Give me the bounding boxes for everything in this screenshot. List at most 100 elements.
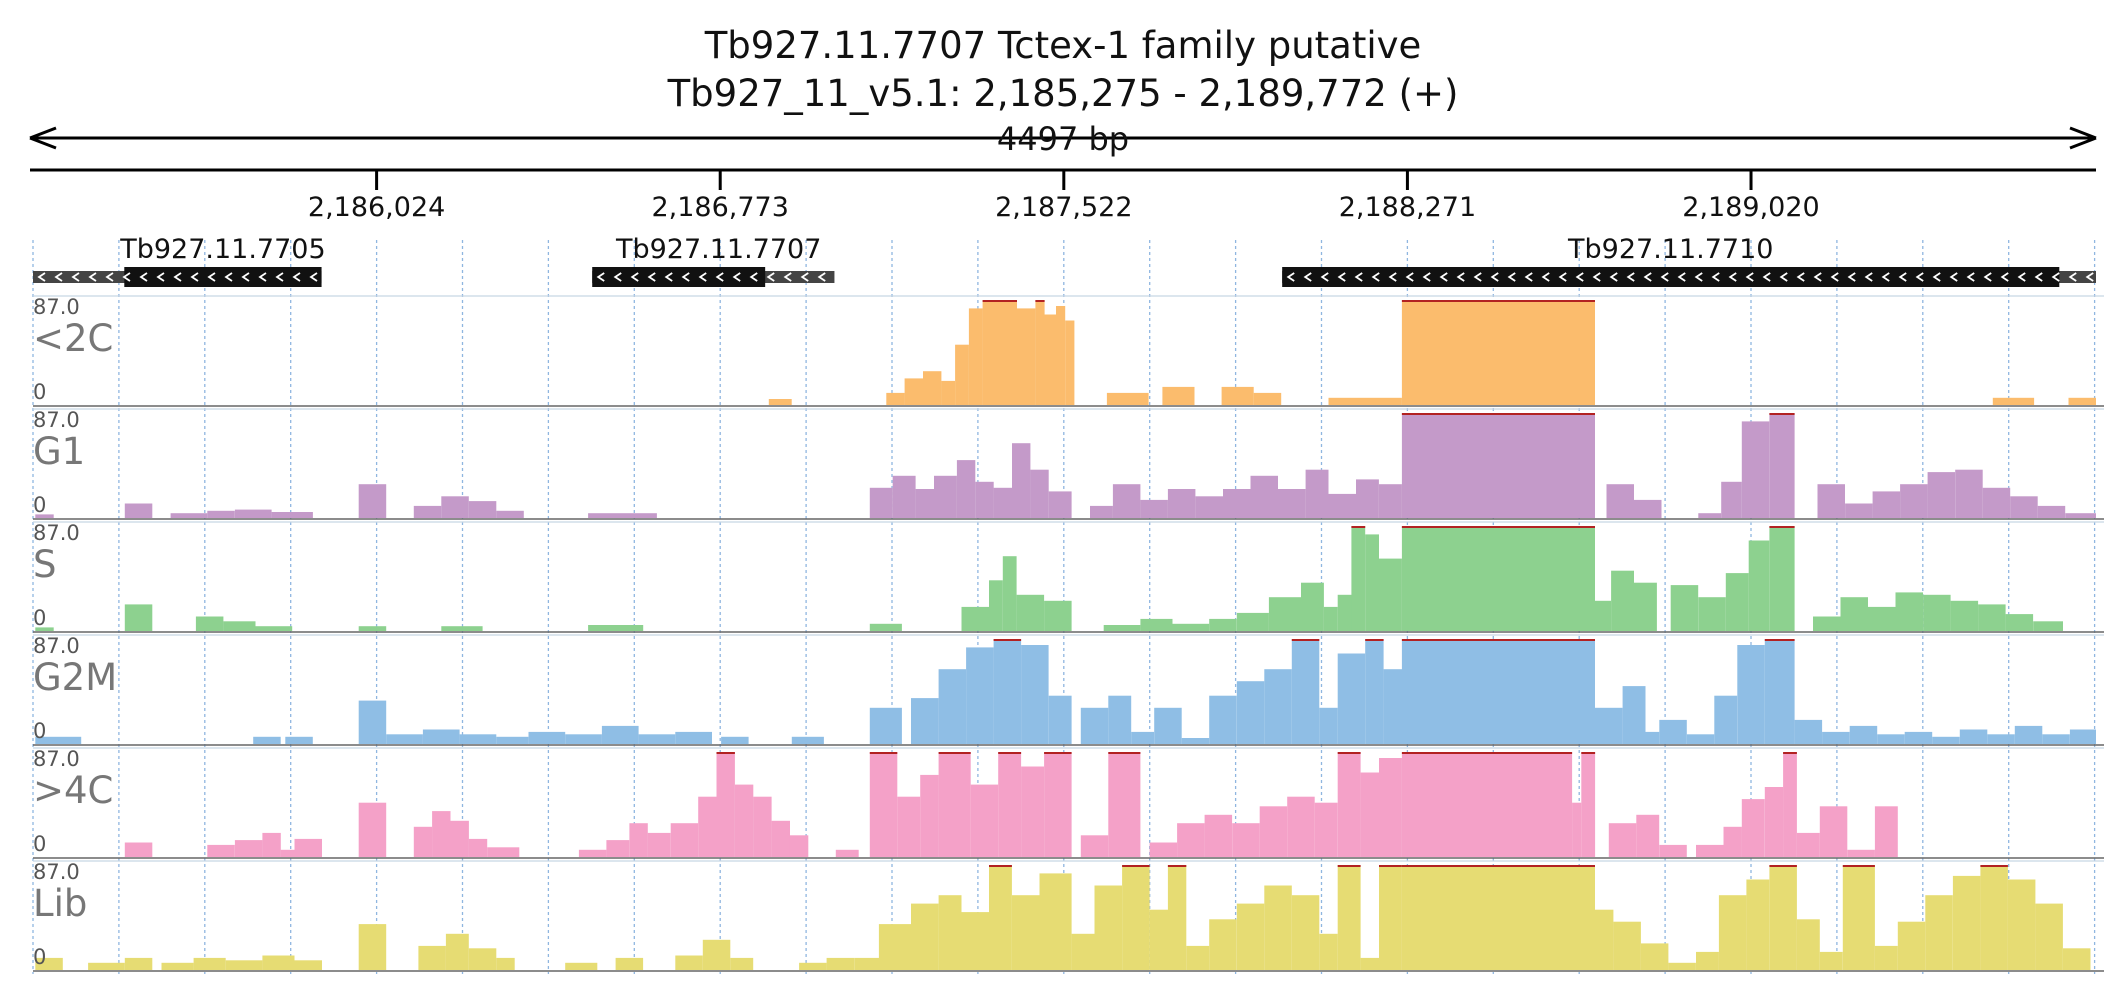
coverage-bar — [1611, 570, 1634, 631]
strand-chevron — [732, 272, 741, 282]
coverage-bar — [970, 784, 999, 857]
clip-marker — [1337, 752, 1361, 754]
strand-chevron — [766, 272, 775, 282]
coverage-bar — [1874, 806, 1898, 857]
coverage-bar — [886, 392, 905, 405]
coverage-bar — [1149, 909, 1168, 970]
clip-marker — [1769, 413, 1795, 415]
coverage-track: 87.0 0 Lib — [33, 860, 2104, 972]
coverage-bar — [588, 625, 644, 631]
coverage-bar — [468, 948, 497, 970]
coverage-bar — [938, 752, 971, 857]
coverage-bar — [1659, 844, 1687, 857]
track-name: <2C — [33, 317, 113, 360]
strand-chevron — [800, 272, 809, 282]
coverage-bar — [445, 933, 469, 970]
strand-chevron — [1660, 272, 1669, 282]
coverage-bar — [1030, 469, 1049, 518]
coverage-bar — [1167, 489, 1196, 518]
gene-model[interactable]: Tb927.11.7710 — [1282, 234, 2096, 287]
coverage-bar — [496, 510, 524, 518]
clip-marker — [1783, 752, 1797, 754]
coverage-bar — [1698, 513, 1722, 518]
strand-chevron — [1439, 272, 1448, 282]
coverage-bar — [1401, 865, 1595, 970]
coverage-bar — [993, 639, 1022, 744]
gene-cds — [592, 267, 766, 287]
coverage-bar — [1291, 639, 1320, 744]
gene-model[interactable]: Tb927.11.7707 — [592, 234, 835, 287]
strand-chevron — [156, 272, 165, 282]
coverage-bar — [234, 509, 272, 518]
strand-chevron — [1422, 272, 1431, 282]
coverage-bar — [1613, 921, 1641, 970]
coverage-bar — [441, 496, 469, 518]
coverage-bar — [1868, 606, 1896, 631]
clip-marker — [1291, 639, 1320, 641]
strand-chevron — [292, 272, 301, 282]
coverage-bar — [1927, 472, 1956, 518]
clip-marker — [1379, 865, 1402, 867]
coverage-bar — [854, 957, 879, 970]
clip-marker — [1122, 865, 1150, 867]
coverage-bar — [1952, 875, 1981, 970]
coverage-bar — [487, 847, 520, 857]
coverage-bar — [1195, 496, 1223, 518]
coverage-bar — [1932, 736, 1960, 744]
coverage-bar — [1360, 957, 1379, 970]
coverage-bar — [1186, 945, 1210, 970]
coverage-bar — [915, 489, 934, 518]
coverage-bar — [1659, 719, 1687, 744]
coverage-bar — [1696, 951, 1719, 970]
coverage-bar — [1595, 909, 1614, 970]
coverage-bar — [1017, 308, 1036, 405]
clip-marker — [1842, 865, 1875, 867]
gene-model[interactable]: Tb927.11.7705 — [33, 234, 326, 287]
coverage-bar — [565, 962, 598, 970]
coverage-bar — [1686, 734, 1715, 744]
coverage-bar — [2042, 734, 2070, 744]
coverage-bar — [1090, 505, 1113, 518]
gene-track[interactable]: Tb927.11.7705 Tb927.11.7707 Tb927.11.7710 — [33, 234, 2096, 287]
gene-cds — [1282, 267, 2060, 287]
coverage-track: 87.0 0 <2C — [33, 295, 2104, 407]
strand-chevron — [783, 272, 792, 282]
coverage-bar — [468, 501, 497, 518]
coverage-bar — [675, 731, 712, 744]
coverage-bar — [923, 371, 942, 405]
coverage-bar — [1264, 669, 1292, 744]
coverage-bar — [450, 820, 469, 857]
coverage-bar — [124, 842, 153, 857]
strand-chevron — [241, 272, 250, 282]
strand-chevron — [1473, 272, 1482, 282]
coverage-bar — [1365, 639, 1384, 744]
strand-chevron — [1864, 272, 1873, 282]
coverage-bar — [358, 626, 387, 631]
coverage-bar — [1950, 600, 1979, 631]
coverage-bar — [1108, 695, 1132, 744]
coverage-bar — [1714, 695, 1738, 744]
coverage-bar — [892, 475, 916, 518]
coverage-bar — [1106, 392, 1149, 405]
coverage-bar — [826, 957, 855, 970]
coverage-bar — [1379, 758, 1402, 857]
coverage-bar — [1608, 823, 1637, 857]
coverage-bar — [1278, 489, 1306, 518]
track-name: Lib — [33, 882, 87, 925]
coverage-bar — [1741, 421, 1770, 518]
coverage-bar — [1209, 919, 1237, 970]
coverage-bar — [1668, 962, 1696, 970]
clip-marker — [1764, 639, 1795, 641]
coverage-bar — [1223, 489, 1251, 518]
coverage-bar — [1874, 945, 1898, 970]
coverage-bar — [1021, 645, 1049, 744]
coverage-bar — [1645, 731, 1660, 744]
coverage-bar — [768, 399, 792, 405]
coverage-bar — [1016, 594, 1045, 631]
coverage-bar — [528, 731, 566, 744]
strand-chevron — [207, 272, 216, 282]
coverage-bar — [615, 957, 644, 970]
coverage-bar — [1696, 844, 1724, 857]
clip-marker — [982, 300, 1017, 302]
strand-chevron — [190, 272, 199, 282]
